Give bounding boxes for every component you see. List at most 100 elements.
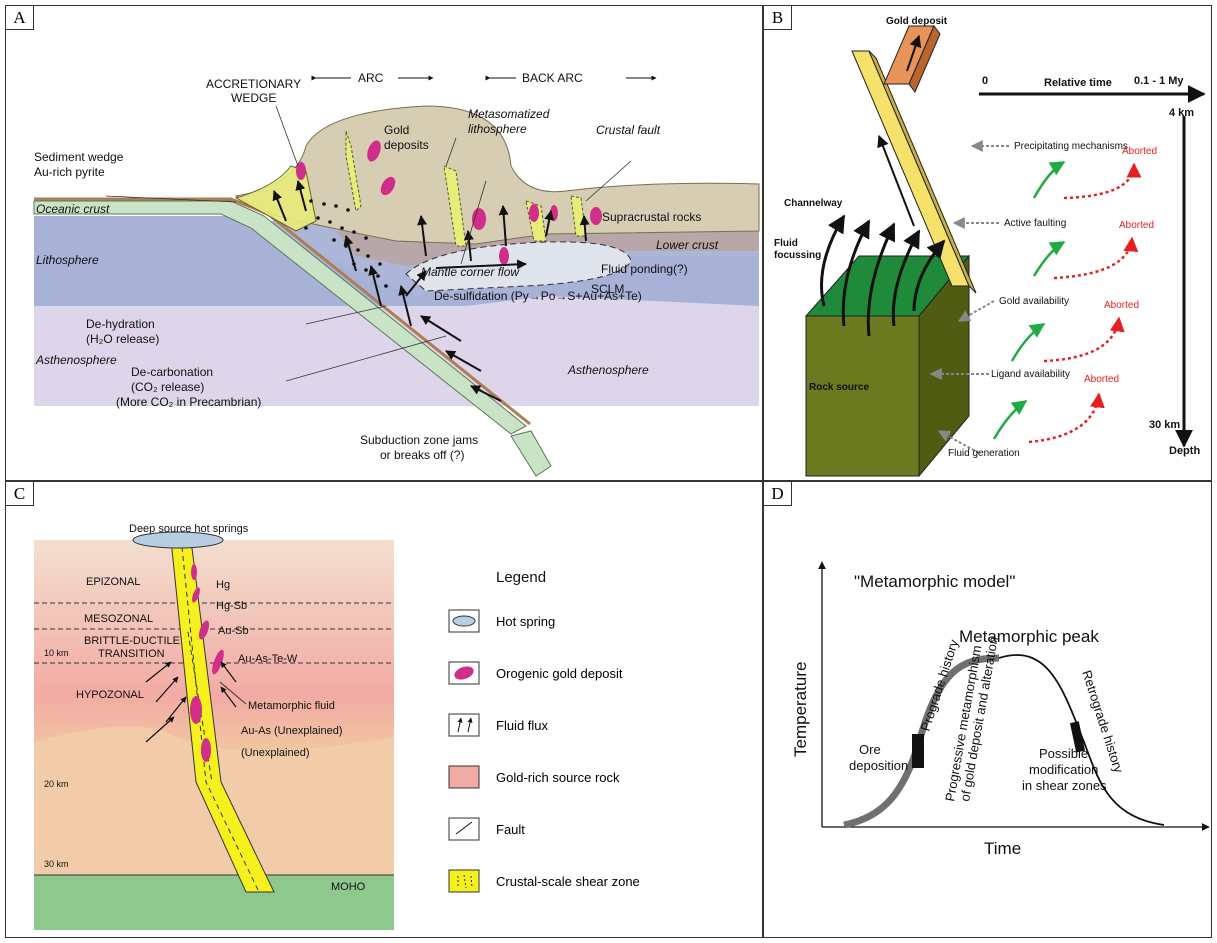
- label-arc: ARC: [358, 71, 384, 85]
- label-decarbonation-3: (More CO₂ in Precambrian): [116, 395, 261, 409]
- label-mantle-corner-flow: Mantle corner flow: [421, 265, 520, 279]
- label-20km: 20 km: [44, 779, 69, 789]
- label-auas: Au-As (Unexplained): [241, 725, 343, 737]
- label-gold-deposit: Gold deposit: [886, 16, 948, 27]
- label-desulfidation: De-sulfidation (Py→Po→S+Au+As+Te): [434, 289, 642, 303]
- label-depth-bottom: 30 km: [1149, 419, 1180, 431]
- label-depth: Depth: [1169, 445, 1200, 457]
- label-fluid-ponding: Fluid ponding(?): [601, 262, 688, 276]
- label-decarbonation-1: De-carbonation: [131, 365, 213, 379]
- label-sediment-wedge-2: Au-rich pyrite: [34, 165, 105, 179]
- label-fluid-focussing-1: Fluid: [774, 238, 798, 249]
- label-subduction-2: or breaks off (?): [380, 448, 464, 462]
- label-active-faulting: Active faulting: [1004, 218, 1066, 229]
- gold-deposit-a1: [367, 140, 381, 162]
- panel-c-label: C: [6, 482, 34, 506]
- legend-item-fault: Fault: [496, 822, 525, 837]
- label-relative-time: Relative time: [1044, 77, 1112, 89]
- label-epizonal: EPIZONAL: [86, 576, 140, 588]
- label-metasomatized-1: Metasomatized: [468, 107, 550, 121]
- legend-item-source-rock: Gold-rich source rock: [496, 770, 620, 785]
- label-unexplained: (Unexplained): [241, 747, 309, 759]
- label-time: Time: [984, 839, 1021, 858]
- panel-d-label: D: [764, 482, 792, 506]
- label-subduction-1: Subduction zone jams: [360, 433, 478, 447]
- label-oceanic-crust: Oceanic crust: [36, 202, 110, 216]
- label-aborted-1: Aborted: [1122, 146, 1157, 157]
- panel-b-label: B: [764, 6, 792, 30]
- shear-zone-marker: [1069, 721, 1086, 753]
- label-ausb: Au-Sb: [218, 625, 249, 637]
- label-wedge: WEDGE: [231, 91, 276, 105]
- label-precipitating: Precipitating mechanisms: [1014, 141, 1128, 152]
- label-brittle-2: TRANSITION: [98, 648, 165, 660]
- label-ore-2: deposition: [849, 758, 908, 773]
- panel-a-diagram: ACCRETIONARY WEDGE ARC BACK ARC Sediment…: [33, 71, 760, 477]
- label-metamorphic-fluid: Metamorphic fluid: [248, 700, 335, 712]
- rock-source-front: [805, 315, 920, 477]
- label-possible-1: Possible: [1039, 746, 1088, 761]
- label-ligand-availability: Ligand availability: [991, 369, 1070, 380]
- label-hgsb: Hg-Sb: [216, 600, 247, 612]
- label-back-arc: BACK ARC: [522, 71, 583, 85]
- label-accretionary: ACCRETIONARY: [206, 77, 301, 91]
- label-sclm: SCLM: [591, 282, 624, 296]
- label-supracrustal: Supracrustal rocks: [602, 210, 701, 224]
- label-hypozonal: HYPOZONAL: [76, 689, 144, 701]
- label-time-zero: 0: [982, 75, 988, 87]
- label-30km: 30 km: [44, 859, 69, 869]
- label-asthenosphere-left: Asthenosphere: [35, 353, 117, 367]
- label-aborted-2: Aborted: [1119, 220, 1154, 231]
- oceanic-crust-band: [33, 200, 527, 435]
- legend-item-fluid-flux: Fluid flux: [496, 718, 549, 733]
- ore-deposition-marker: [912, 734, 924, 768]
- label-temperature: Temperature: [791, 662, 810, 757]
- hot-spring: [132, 531, 224, 549]
- label-fluid-focussing-2: focussing: [774, 250, 821, 261]
- label-10km: 10 km: [44, 648, 69, 658]
- label-gold-deposits-2: deposits: [384, 138, 429, 152]
- label-mesozonal: MESOZONAL: [84, 613, 153, 625]
- panel-b: Gold deposit 0 Relative time 0.1 - 1 My …: [763, 5, 1212, 481]
- label-lower-crust: Lower crust: [656, 238, 719, 252]
- label-fluid-generation: Fluid generation: [948, 448, 1020, 459]
- panel-b-diagram: Gold deposit 0 Relative time 0.1 - 1 My …: [774, 16, 1206, 478]
- legend-title: Legend: [496, 569, 546, 586]
- label-possible-2: modification: [1029, 762, 1098, 777]
- label-hot-springs: Deep source hot springs: [129, 523, 249, 535]
- panel-c: Deep source hot springs EPIZONAL MESOZON…: [5, 481, 763, 938]
- label-aborted-3: Aborted: [1104, 300, 1139, 311]
- legend: Hot spring Orogenic gold deposit Fluid f…: [448, 609, 640, 893]
- legend-item-hot-spring: Hot spring: [496, 614, 555, 629]
- panel-d: "Metamorphic model" Metamorphic peak Tem…: [763, 481, 1212, 938]
- legend-item-gold-deposit: Orogenic gold deposit: [496, 666, 623, 681]
- panel-d-diagram: "Metamorphic model" Metamorphic peak Tem…: [791, 561, 1210, 858]
- label-peak: Metamorphic peak: [959, 627, 1099, 646]
- label-metasomatized-2: lithosphere: [468, 122, 527, 136]
- label-ore-1: Ore: [859, 742, 881, 757]
- panel-a: ACCRETIONARY WEDGE ARC BACK ARC Sediment…: [5, 5, 763, 481]
- label-brittle-1: BRITTLE-DUCTILE: [84, 635, 180, 647]
- retrograde-curve: [998, 654, 1165, 826]
- label-decarbonation-2: (CO₂ release): [131, 380, 204, 394]
- label-gold-availability: Gold availability: [999, 296, 1069, 307]
- panel-c-diagram: Deep source hot springs EPIZONAL MESOZON…: [34, 523, 640, 930]
- label-dehydration-1: De-hydration: [86, 317, 155, 331]
- label-crustal-fault: Crustal fault: [596, 123, 661, 137]
- label-d-title: "Metamorphic model": [854, 572, 1015, 591]
- label-auastew: Au-As-Te-W: [238, 653, 298, 665]
- label-asthenosphere-right: Asthenosphere: [567, 363, 649, 377]
- label-dehydration-2: (H₂O release): [86, 332, 159, 346]
- legend-item-shear-zone: Crustal-scale shear zone: [496, 874, 640, 889]
- label-sediment-wedge-1: Sediment wedge: [34, 150, 124, 164]
- label-lithosphere: Lithosphere: [36, 253, 99, 267]
- supracrustal-area: [234, 105, 760, 245]
- label-gold-deposits-1: Gold: [384, 123, 409, 137]
- panel-a-label: A: [6, 6, 34, 30]
- label-aborted-4: Aborted: [1084, 374, 1119, 385]
- label-hg: Hg: [216, 579, 230, 591]
- label-depth-top: 4 km: [1169, 107, 1194, 119]
- label-possible-3: in shear zones: [1022, 778, 1107, 793]
- label-channelway: Channelway: [784, 198, 843, 209]
- label-time-end: 0.1 - 1 My: [1134, 75, 1184, 87]
